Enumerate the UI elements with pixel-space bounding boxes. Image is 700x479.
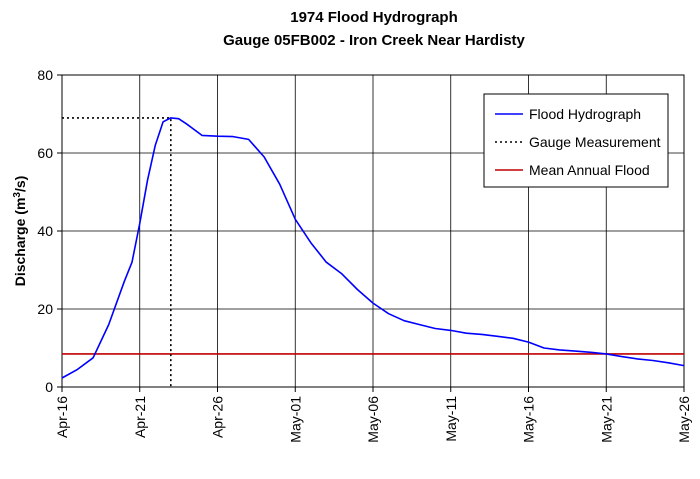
y-axis-label-superscript: 3 (12, 192, 23, 198)
legend-label-flood-hydrograph: Flood Hydrograph (529, 106, 641, 122)
y-axis-label: Discharge (m3/s) (12, 176, 28, 287)
x-tick-label: May-26 (676, 396, 692, 443)
chart-title: 1974 Flood Hydrograph (290, 9, 458, 26)
series-lines (61, 117, 685, 387)
chart-subtitle: Gauge 05FB002 - Iron Creek Near Hardisty (223, 32, 525, 49)
x-tick-label: Apr-21 (132, 396, 148, 438)
y-axis-label-main: Discharge (m (12, 198, 28, 287)
x-axis-ticks: Apr-16 Apr-21 Apr-26 May-01 May-06 May-11 May-… (54, 387, 692, 443)
y-tick-label: 20 (37, 301, 53, 317)
legend-label-gauge-measurement: Gauge Measurement (529, 134, 661, 150)
legend-label-mean-annual-flood: Mean Annual Flood (529, 162, 650, 178)
x-tick-label: May-21 (598, 396, 614, 443)
x-tick-label: May-16 (521, 396, 537, 443)
series-line-gauge-measurement (62, 117, 172, 387)
x-tick-label: Apr-16 (54, 396, 70, 438)
y-tick-label: 80 (37, 67, 53, 83)
x-tick-label: May-06 (365, 396, 381, 443)
y-tick-label: 0 (45, 379, 53, 395)
y-axis-ticks: 0 20 40 60 80 (37, 67, 62, 395)
y-tick-label: 40 (37, 223, 53, 239)
y-axis-label-end: /s) (12, 176, 28, 192)
series-line-flood-hydrograph (61, 117, 685, 379)
x-tick-label: May-01 (287, 396, 303, 443)
x-tick-label: May-11 (443, 396, 459, 442)
x-tick-label: Apr-26 (210, 396, 226, 438)
legend-box (483, 93, 669, 188)
y-tick-label: 60 (37, 145, 53, 161)
legend: Flood Hydrograph Gauge Measurement Mean … (483, 93, 669, 188)
